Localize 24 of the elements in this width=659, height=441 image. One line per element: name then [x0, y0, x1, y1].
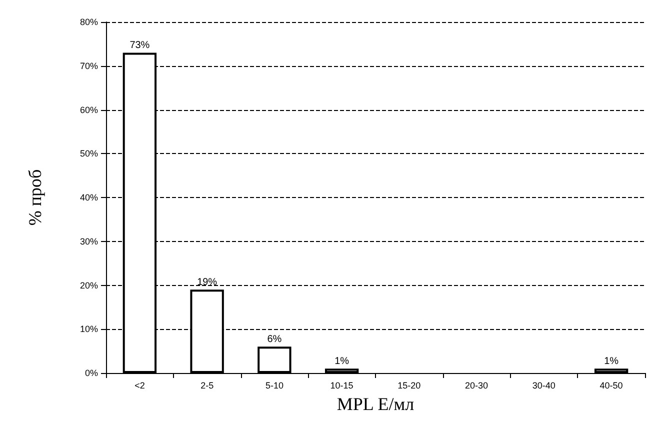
y-tick-label: 70% [80, 60, 98, 71]
data-label: 1% [334, 356, 350, 368]
y-tick-label: 50% [80, 148, 98, 159]
y-tick-label: 60% [80, 104, 98, 115]
x-tick-label: 40-50 [600, 380, 623, 390]
y-tick-label: 40% [80, 192, 98, 202]
y-tick-label: 0% [84, 368, 98, 378]
y-tick-label: 30% [80, 236, 98, 246]
x-axis-title: MPL Е/мл [336, 394, 414, 414]
data-label: 19% [197, 277, 218, 288]
data-label: 73% [130, 40, 150, 52]
x-tick-label: 30-40 [532, 380, 556, 390]
x-tick-label: <2 [134, 380, 145, 390]
x-tick-label: 10-15 [330, 380, 354, 390]
y-axis-title: % проб [25, 169, 45, 226]
data-label: 6% [267, 334, 282, 346]
y-tick-label: 80% [80, 17, 98, 27]
x-tick-label: 2-5 [200, 380, 214, 390]
y-tick-label: 10% [80, 324, 98, 334]
x-tick-label: 15-20 [398, 380, 421, 390]
x-tick-label: 20-30 [465, 380, 488, 390]
x-tick-label: 5-10 [265, 380, 284, 390]
data-label: 1% [604, 356, 619, 368]
y-tick-label: 20% [80, 280, 98, 290]
